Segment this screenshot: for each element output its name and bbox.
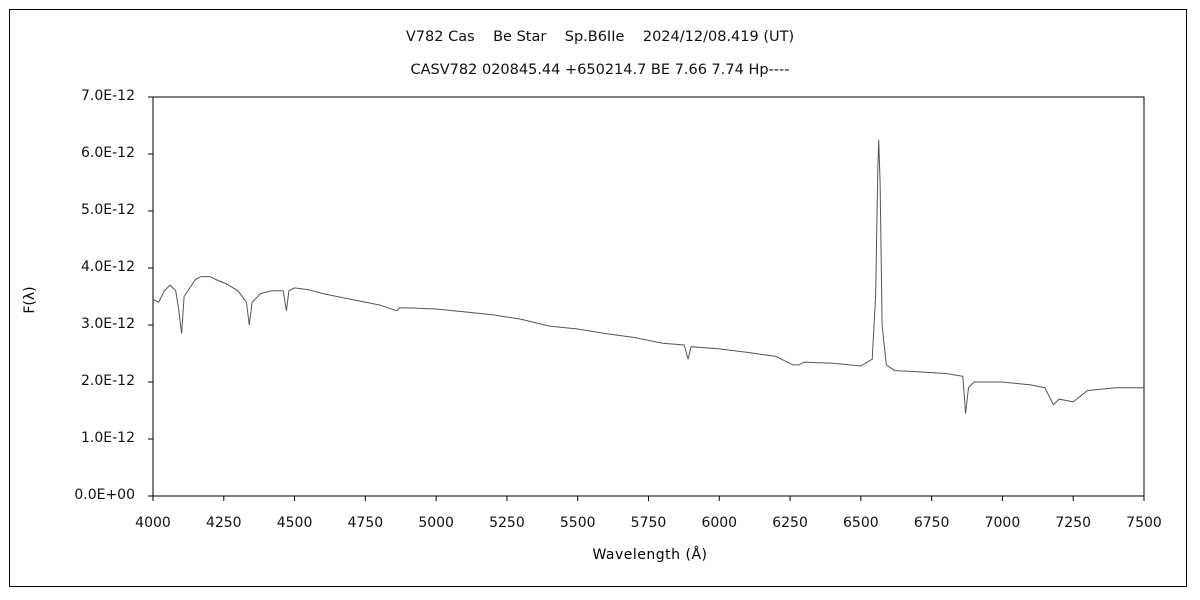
y-tick-label: 2.0E-12	[81, 373, 135, 389]
x-tick-label: 7500	[1126, 515, 1162, 531]
y-tick-label: 1.0E-12	[81, 430, 135, 446]
series-line	[152, 139, 1144, 414]
y-axis-label: F(λ)	[22, 286, 38, 314]
y-tick-label: 3.0E-12	[81, 316, 135, 332]
x-tick-label: 7000	[984, 515, 1021, 531]
x-tick-label: 4750	[347, 515, 384, 531]
x-tick-label: 5750	[630, 515, 667, 531]
x-tick-label: 7250	[1055, 515, 1092, 531]
y-tick-label: 7.0E-12	[81, 88, 135, 104]
plot-border	[152, 96, 1145, 497]
x-tick-label: 5250	[489, 515, 525, 531]
x-tick-label: 5500	[559, 515, 596, 531]
y-tick-label: 0.0E+00	[74, 487, 135, 503]
x-tick-label: 5000	[418, 515, 454, 531]
x-axis-label: Wavelength (Å)	[592, 547, 708, 563]
y-tick-label: 5.0E-12	[81, 202, 135, 218]
x-tick-label: 6000	[701, 515, 738, 531]
x-tick-label: 4000	[135, 515, 171, 531]
chart-subtitle: CASV782 020845.44 +650214.7 BE 7.66 7.74…	[410, 62, 790, 78]
x-tick-label: 4500	[276, 515, 313, 531]
x-tick-label: 4250	[205, 515, 242, 531]
x-tick-label: 6750	[913, 515, 950, 531]
chart-frame	[9, 9, 1187, 587]
chart-title: V782 Cas Be Star Sp.B6IIe 2024/12/08.419…	[405, 29, 795, 45]
y-tick-label: 6.0E-12	[81, 145, 135, 161]
x-tick-label: 6500	[843, 515, 879, 531]
x-tick-label: 6250	[772, 515, 808, 531]
y-tick-label: 4.0E-12	[81, 259, 135, 275]
